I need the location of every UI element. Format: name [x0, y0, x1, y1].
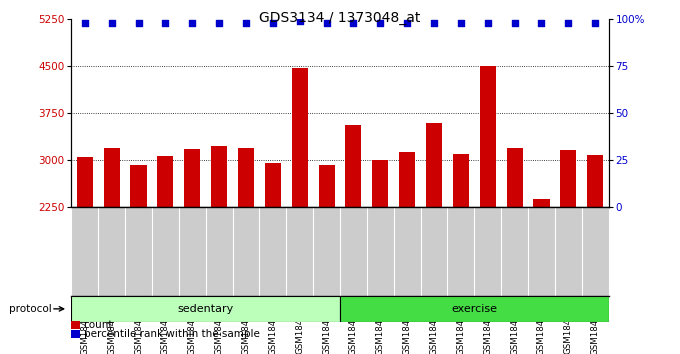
Point	[294, 18, 305, 24]
Bar	[318, 165, 335, 207]
Text: count: count	[84, 320, 113, 330]
Point	[563, 21, 574, 26]
Bar	[265, 163, 281, 207]
Point	[160, 21, 171, 26]
Bar	[131, 165, 147, 207]
Bar	[587, 155, 603, 207]
Bar	[184, 149, 201, 207]
Bar	[479, 66, 496, 207]
Point	[214, 21, 224, 26]
Bar	[399, 152, 415, 207]
Point	[456, 21, 466, 26]
Bar	[507, 148, 523, 207]
Bar	[292, 68, 308, 207]
Point	[241, 21, 252, 26]
Point	[536, 21, 547, 26]
Point	[509, 21, 520, 26]
Point	[321, 21, 332, 26]
Bar	[345, 125, 362, 207]
Text: percentile rank within the sample: percentile rank within the sample	[84, 329, 260, 339]
Point	[133, 21, 144, 26]
Text: protocol: protocol	[9, 304, 52, 314]
Bar	[426, 123, 442, 207]
Bar	[71, 296, 340, 322]
Bar	[211, 146, 227, 207]
Point	[187, 21, 198, 26]
Point	[80, 21, 90, 26]
Point	[590, 21, 600, 26]
Bar	[372, 160, 388, 207]
Bar	[103, 148, 120, 207]
Point	[375, 21, 386, 26]
Point	[348, 21, 359, 26]
Bar	[77, 157, 93, 207]
Point	[428, 21, 439, 26]
Point	[482, 21, 493, 26]
Text: GDS3134 / 1373048_at: GDS3134 / 1373048_at	[259, 11, 421, 25]
Bar	[533, 199, 549, 207]
Bar	[560, 150, 577, 207]
Point	[402, 21, 413, 26]
Point	[106, 21, 117, 26]
Bar	[238, 148, 254, 207]
Bar	[340, 296, 609, 322]
Text: sedentary: sedentary	[177, 304, 234, 314]
Point	[267, 21, 278, 26]
Bar	[157, 156, 173, 207]
Bar	[453, 154, 469, 207]
Text: exercise: exercise	[452, 304, 497, 314]
